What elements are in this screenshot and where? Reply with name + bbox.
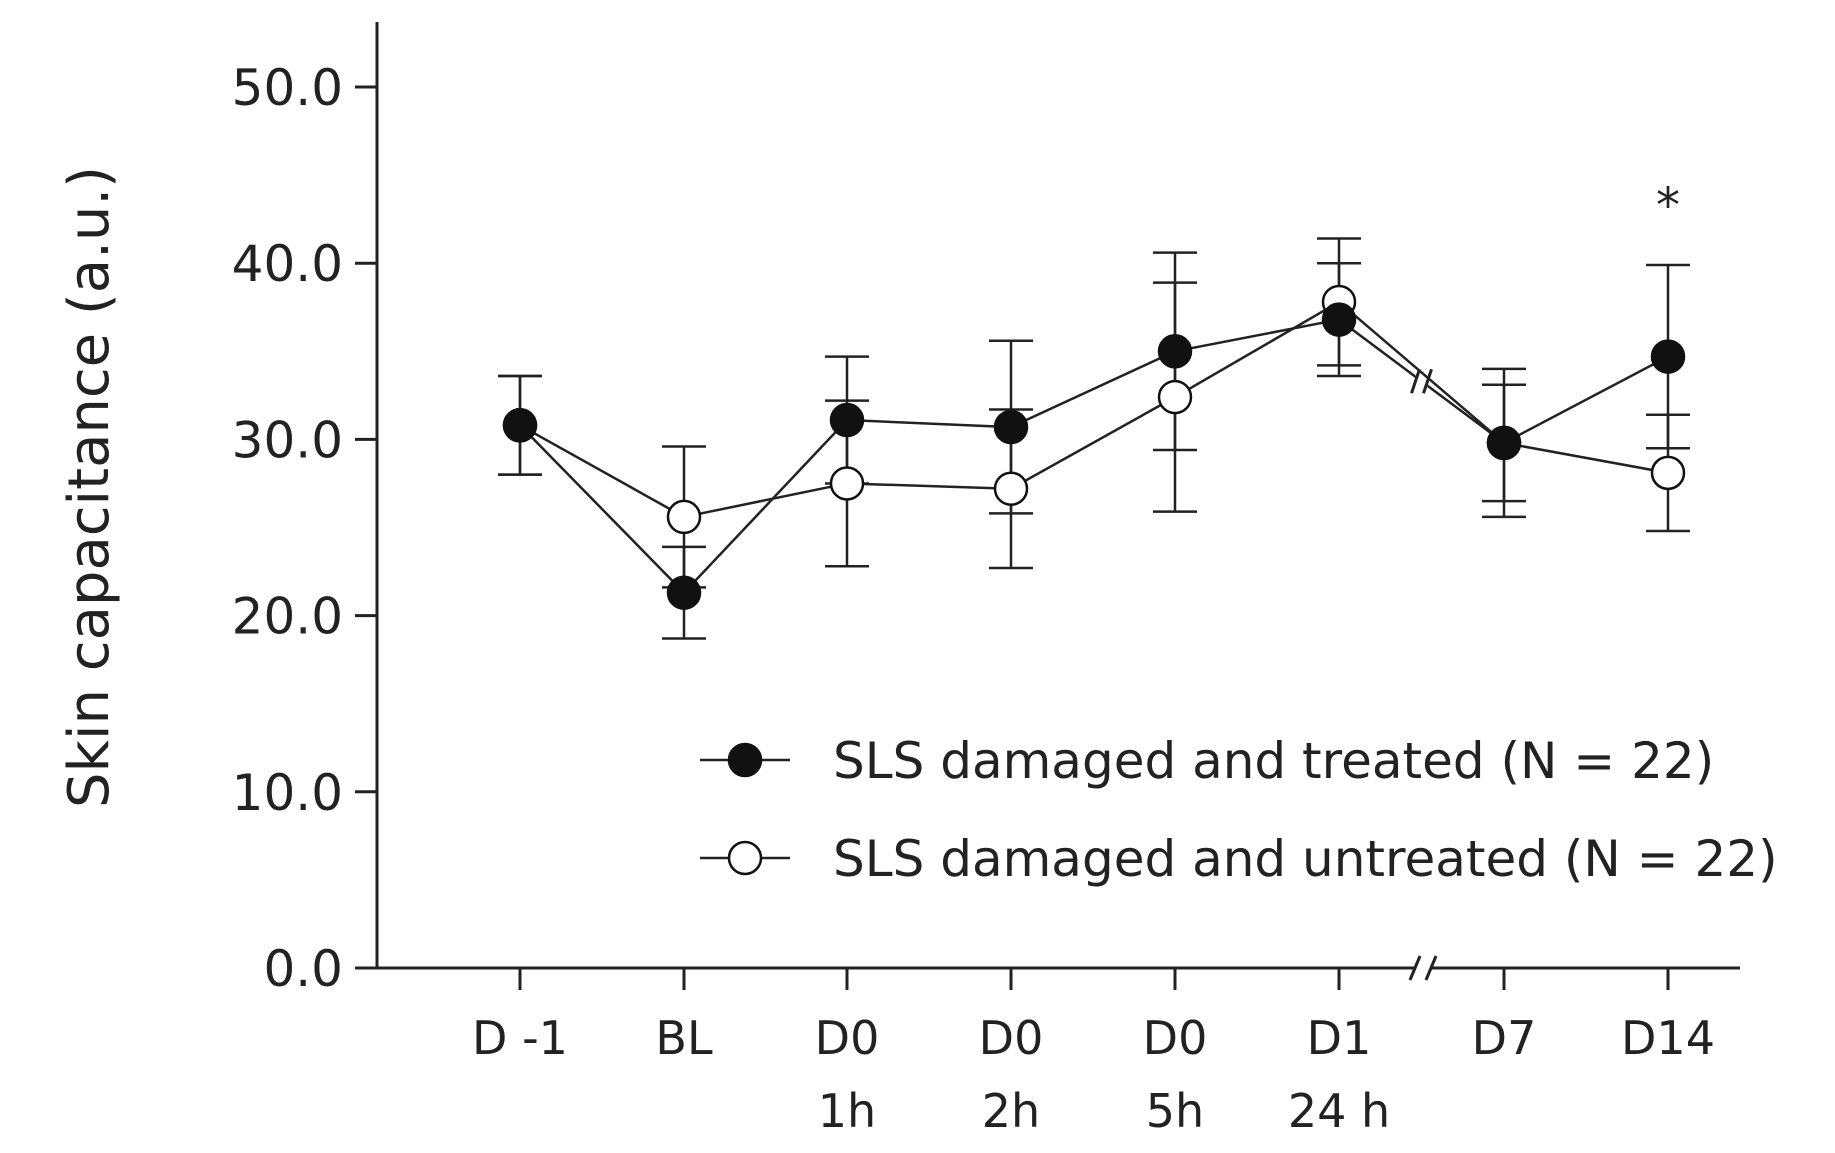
x-tick-label: BL <box>655 1011 713 1065</box>
series-line-segment <box>1010 350 1176 429</box>
series-line-segment <box>1174 300 1340 399</box>
data-point <box>666 575 702 610</box>
x-ticks: D -1 BL D0 1h D0 2h D0 5h D1 24 h D7 D14 <box>472 968 1715 1138</box>
data-point <box>1486 425 1522 461</box>
y-tick-label: 30.0 <box>232 411 343 469</box>
series-line-segment <box>1010 396 1176 490</box>
axes <box>375 22 1740 981</box>
x-tick-label: 2h <box>982 1084 1040 1138</box>
markers-treated <box>502 302 1686 610</box>
data-point <box>993 409 1029 445</box>
x-tick-label: 24 h <box>1288 1084 1390 1138</box>
x-tick-label: D -1 <box>472 1011 568 1065</box>
data-point <box>1157 379 1193 415</box>
series-line-segment <box>1174 318 1340 353</box>
legend-label-untreated: SLS damaged and untreated (N = 22) <box>833 830 1778 888</box>
y-tick-label: 10.0 <box>232 764 343 822</box>
series-line-segment <box>846 418 1012 429</box>
y-tick-label: 20.0 <box>232 588 343 646</box>
x-tick-label: D0 <box>979 1011 1044 1065</box>
series-line-segment <box>519 424 685 594</box>
series-line-segment <box>846 482 1012 490</box>
significance-marker: * <box>1656 178 1680 234</box>
series-line-segment <box>1338 301 1505 444</box>
data-point <box>666 499 702 535</box>
x-tick-label: D0 <box>1143 1011 1208 1065</box>
data-point <box>993 471 1029 506</box>
x-tick-label: 5h <box>1146 1084 1204 1138</box>
data-point <box>1321 302 1357 337</box>
markers-untreated <box>502 284 1686 535</box>
series-line-segment <box>683 419 848 594</box>
data-point <box>502 408 538 443</box>
x-axis-break-mark <box>1424 955 1438 981</box>
legend-label-treated: SLS damaged and treated (N = 22) <box>833 732 1714 790</box>
series-line-segment <box>1503 441 1669 475</box>
x-tick-label: D14 <box>1621 1011 1715 1065</box>
series-untreated <box>498 237 1690 589</box>
legend-marker-untreated <box>727 840 763 876</box>
y-ticks: 0.0 10.0 20.0 30.0 40.0 50.0 <box>232 59 377 998</box>
series-layer <box>498 237 1690 640</box>
x-axis-break-mark <box>1408 955 1422 981</box>
x-tick-label: D1 <box>1307 1011 1372 1065</box>
annotations: * <box>1656 178 1680 234</box>
x-tick-label: 1h <box>818 1084 876 1138</box>
series-line-segment <box>519 424 685 519</box>
data-point <box>1650 339 1686 374</box>
legend-marker-treated <box>727 742 763 778</box>
series-line-segment <box>683 482 848 519</box>
legend: SLS damaged and treated (N = 22) SLS dam… <box>700 732 1778 888</box>
y-tick-label: 40.0 <box>232 235 343 293</box>
x-tick-label: D7 <box>1472 1011 1537 1065</box>
line-break-mark <box>1410 368 1421 394</box>
series-line-segment <box>1503 355 1669 445</box>
data-point <box>829 466 865 501</box>
data-point <box>1157 334 1193 369</box>
y-tick-label: 50.0 <box>232 59 343 117</box>
line-break-mark <box>1422 368 1433 394</box>
y-axis-label: Skin capacitance (a.u.) <box>57 166 122 808</box>
x-tick-label: D0 <box>815 1011 880 1065</box>
data-point <box>1650 455 1686 491</box>
data-point <box>829 402 865 438</box>
y-tick-label: 0.0 <box>263 940 343 998</box>
